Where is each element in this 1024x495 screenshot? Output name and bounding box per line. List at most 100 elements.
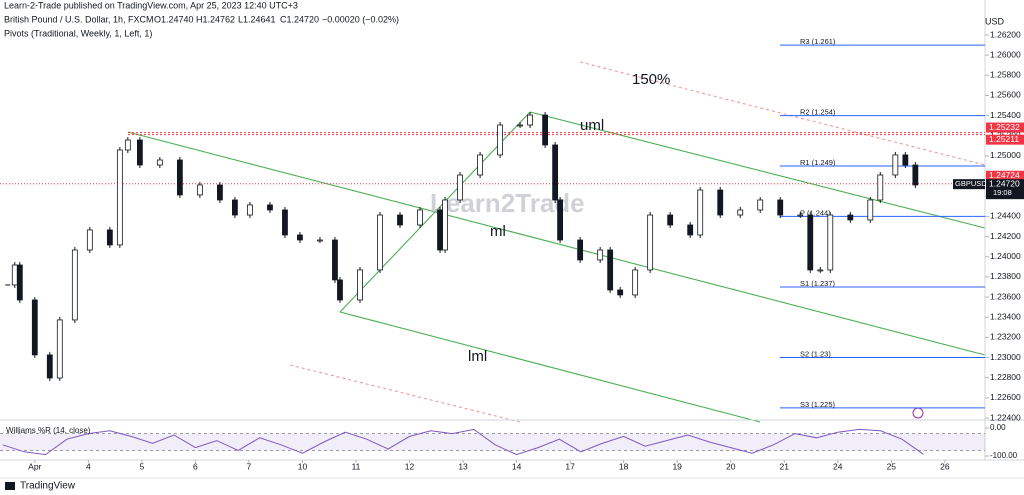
candle xyxy=(247,204,253,216)
symbol-title: British Pound / U.S. Dollar, 1h, FXCM xyxy=(4,14,154,24)
candle xyxy=(267,204,273,211)
x-tick-label: Apr xyxy=(28,461,41,471)
candle xyxy=(817,269,824,272)
last-tag-label: 1.24720 xyxy=(989,178,1020,188)
candle xyxy=(124,139,131,151)
candle xyxy=(597,249,604,261)
candle xyxy=(297,234,303,241)
candle xyxy=(217,184,223,201)
pivot-label: R3 (1.261) xyxy=(800,37,836,46)
y-tick-label: 1.22600 xyxy=(990,392,1021,402)
ohlc-value: H1.24762 xyxy=(196,14,235,24)
y-tick-label: 1.25800 xyxy=(990,70,1021,80)
candle xyxy=(232,199,238,216)
candle xyxy=(71,249,78,321)
candle xyxy=(737,209,744,216)
symbol-tag-label: GBPUSD xyxy=(955,179,987,188)
pivot-label: P (1.244) xyxy=(800,208,831,217)
candle xyxy=(527,114,533,126)
y-tick-label: 1.24000 xyxy=(990,251,1021,261)
annotation: ml xyxy=(490,223,506,240)
publisher: Learn-2-Trade published on TradingView.c… xyxy=(4,0,298,10)
candle xyxy=(136,139,143,166)
candle xyxy=(332,239,338,281)
level-tag xyxy=(986,122,1024,133)
candle xyxy=(517,124,523,127)
oscillator-tick-label: -100.00 xyxy=(990,451,1018,460)
candle xyxy=(552,144,559,201)
candle xyxy=(417,209,423,226)
candle xyxy=(607,249,614,291)
x-tick-label: 19 xyxy=(672,461,682,471)
x-tick-label: 14 xyxy=(512,461,522,471)
x-tick-label: 5 xyxy=(139,461,144,471)
x-tick-label: 6 xyxy=(193,461,198,471)
candle xyxy=(357,269,363,301)
level-tag-label: 1.25211 xyxy=(989,134,1019,144)
current-tag-label: 1.24724 xyxy=(989,170,1020,180)
x-tick-label: 11 xyxy=(352,461,361,471)
symbol-tag xyxy=(953,179,985,190)
upper-line xyxy=(529,111,986,229)
annotation: lml xyxy=(468,348,487,365)
candle xyxy=(282,209,288,236)
x-tick-label: 21 xyxy=(780,461,790,471)
candle xyxy=(807,214,814,271)
candle xyxy=(557,199,564,241)
candle xyxy=(892,154,899,176)
y-tick-label: 1.24400 xyxy=(990,211,1021,221)
candle xyxy=(317,239,323,242)
ohlc-value: −0.00020 (−0.02%) xyxy=(322,14,399,24)
x-tick-label: 18 xyxy=(619,461,629,471)
candle xyxy=(337,279,343,301)
candle xyxy=(196,184,203,196)
y-tick-label: 1.26000 xyxy=(990,49,1021,59)
candle xyxy=(632,269,639,296)
y-tick-label: 1.26200 xyxy=(990,29,1021,39)
last-tag xyxy=(986,179,1024,200)
candle xyxy=(176,159,183,196)
candle xyxy=(116,149,123,246)
y-tick-label: 1.23800 xyxy=(990,271,1021,281)
candle xyxy=(667,214,674,226)
candle xyxy=(46,354,53,379)
x-tick-label: 7 xyxy=(247,461,252,471)
indicator-label: Pivots (Traditional, Weekly, 1, Left, 1) xyxy=(4,28,152,38)
candle xyxy=(697,189,704,236)
x-tick-label: 13 xyxy=(458,461,468,471)
candle xyxy=(867,199,874,221)
ohlc-value: C1.24720 xyxy=(280,14,319,24)
candle xyxy=(31,299,38,356)
candle xyxy=(777,199,784,216)
x-tick-label: 25 xyxy=(887,461,897,471)
candle xyxy=(847,214,854,221)
footer-text: TradingView xyxy=(20,481,76,492)
candle xyxy=(156,159,163,166)
lower-line xyxy=(339,311,761,423)
y-tick-label: 1.22800 xyxy=(990,372,1021,382)
pivot-label: R1 (1.249) xyxy=(800,158,836,167)
median-line xyxy=(127,131,986,356)
ohlc-value: L1.24641 xyxy=(238,14,276,24)
x-tick-label: 12 xyxy=(405,461,415,471)
oscillator-name: Williams %R (14, close) xyxy=(6,426,91,435)
candle xyxy=(577,239,584,261)
candle xyxy=(497,124,504,156)
y-tick-label: 1.25000 xyxy=(990,150,1021,160)
candle xyxy=(397,214,403,226)
candle xyxy=(912,164,919,186)
level-tag-label: 1.25232 xyxy=(989,122,1020,132)
candle xyxy=(56,319,63,379)
x-tick-label: 4 xyxy=(86,461,91,471)
annotation: uml xyxy=(580,117,604,134)
annotation: 150% xyxy=(632,71,670,88)
candle xyxy=(617,289,624,296)
last-tag-time: 19:08 xyxy=(993,188,1012,197)
candle xyxy=(877,174,884,201)
candle xyxy=(377,214,383,271)
x-tick-label: 10 xyxy=(298,461,308,471)
oscillator-line xyxy=(2,428,924,456)
